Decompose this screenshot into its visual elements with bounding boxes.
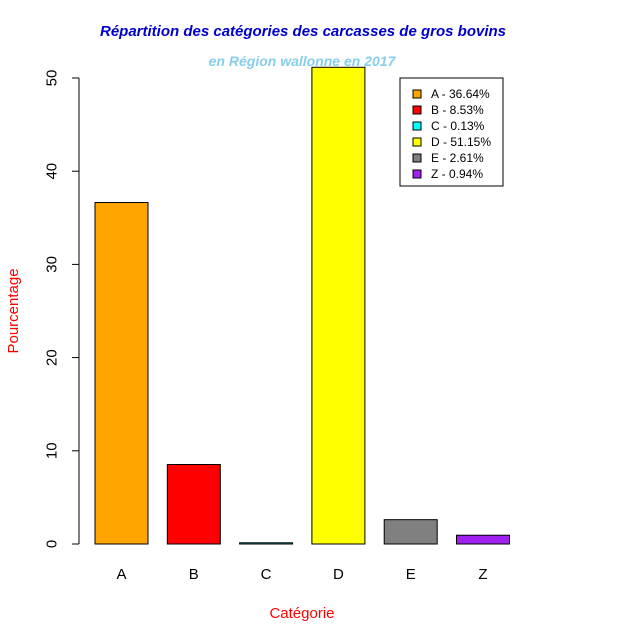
y-tick-label: 0 [44,540,61,548]
legend-swatch [412,89,422,99]
x-tick-label: B [189,566,199,583]
x-axis-label: Catégorie [269,605,334,622]
y-axis-label: Pourcentage [5,268,22,353]
x-tick-label: Z [478,566,487,583]
legend-entry: B - 8.53% [431,103,484,117]
y-tick-label: 40 [44,163,61,180]
y-tick-label: 30 [44,256,61,273]
chart-title: Répartition des catégories des carcasses… [100,23,506,40]
legend-entry: Z - 0.94% [431,167,483,181]
legend-entry: E - 2.61% [431,151,484,165]
chart-subtitle: en Région wallonne en 2017 [209,53,397,69]
bar-z [456,534,510,545]
legend: A - 36.64% B - 8.53% C - 0.13% D - 51.15% E … [399,77,504,187]
legend-swatch [412,121,422,131]
x-tick-label: E [406,566,416,583]
y-tick-label: 50 [44,70,61,87]
legend-entry: A - 36.64% [431,87,490,101]
y-tick-label: 10 [44,442,61,459]
y-tick-label: 20 [44,349,61,366]
x-tick-label: C [261,566,272,583]
legend-swatch [412,137,422,147]
bar-c [239,542,294,545]
bar-a [94,202,149,545]
legend-entry: C - 0.13% [431,119,485,133]
y-axis: 0 10 20 30 40 50 [44,70,80,548]
bar-e [383,519,438,545]
legend-swatch [412,169,422,179]
bars-group [94,66,510,545]
legend-swatch [412,153,422,163]
x-tick-label: A [116,566,126,583]
legend-swatch [412,105,422,115]
x-tick-label: D [333,566,344,583]
bar-d [311,66,366,545]
legend-entry: D - 51.15% [431,135,491,149]
bar-b [166,464,221,545]
